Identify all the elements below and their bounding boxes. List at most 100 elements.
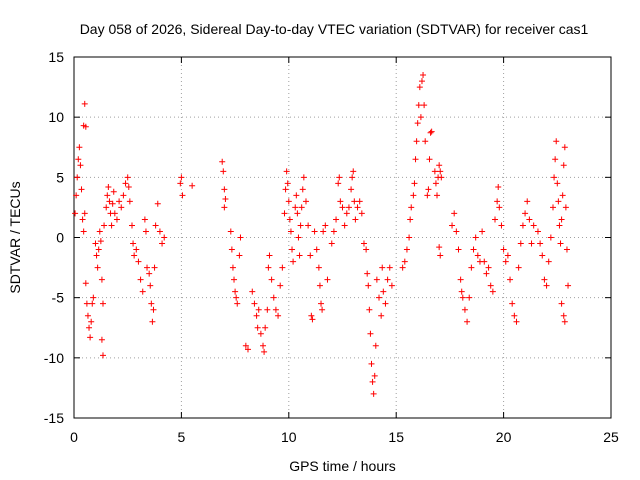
data-point bbox=[364, 270, 371, 277]
x-axis-label: GPS time / hours bbox=[289, 458, 396, 474]
data-point bbox=[89, 300, 96, 307]
data-point bbox=[152, 222, 159, 229]
data-point bbox=[266, 252, 273, 259]
data-point bbox=[106, 198, 113, 205]
data-point bbox=[411, 180, 418, 187]
data-point bbox=[137, 276, 144, 283]
data-point bbox=[315, 264, 322, 271]
data-point bbox=[105, 183, 112, 190]
data-point bbox=[257, 330, 264, 337]
data-point bbox=[543, 282, 550, 289]
data-point bbox=[560, 162, 567, 169]
data-point bbox=[461, 306, 468, 313]
data-point bbox=[498, 222, 505, 229]
data-point bbox=[244, 346, 251, 353]
data-point bbox=[92, 240, 99, 247]
data-point bbox=[428, 128, 435, 135]
data-point bbox=[382, 300, 389, 307]
data-point bbox=[322, 222, 329, 229]
data-points bbox=[72, 72, 572, 397]
data-point bbox=[352, 216, 359, 223]
data-point bbox=[372, 342, 379, 349]
data-point bbox=[95, 246, 102, 253]
data-point bbox=[279, 264, 286, 271]
data-point bbox=[560, 312, 567, 319]
data-point bbox=[459, 294, 466, 301]
data-point bbox=[336, 174, 343, 181]
data-point bbox=[550, 204, 557, 211]
data-point bbox=[76, 144, 83, 151]
data-point bbox=[502, 258, 509, 265]
data-point bbox=[316, 282, 323, 289]
data-point bbox=[125, 183, 132, 190]
data-point bbox=[178, 174, 185, 181]
data-point bbox=[376, 294, 383, 301]
data-point bbox=[410, 192, 417, 199]
data-point bbox=[556, 222, 563, 229]
data-point bbox=[333, 216, 340, 223]
data-point bbox=[562, 204, 569, 211]
data-point bbox=[427, 129, 434, 136]
data-point bbox=[98, 336, 105, 343]
data-point bbox=[255, 306, 262, 313]
data-point bbox=[130, 240, 137, 247]
data-point bbox=[451, 210, 458, 217]
data-point bbox=[97, 238, 104, 245]
data-point bbox=[509, 300, 516, 307]
x-tick-label: 25 bbox=[603, 429, 619, 445]
data-point bbox=[474, 252, 481, 259]
data-point bbox=[434, 192, 441, 199]
data-point bbox=[242, 342, 249, 349]
data-point bbox=[221, 186, 228, 193]
data-point bbox=[487, 282, 494, 289]
data-point bbox=[265, 264, 272, 271]
data-point bbox=[436, 162, 443, 169]
data-point bbox=[94, 264, 101, 271]
data-point bbox=[295, 234, 302, 241]
data-point bbox=[373, 276, 380, 283]
data-point bbox=[77, 162, 84, 169]
data-point bbox=[369, 378, 376, 385]
data-point bbox=[408, 204, 415, 211]
data-point bbox=[466, 294, 473, 301]
data-point bbox=[513, 318, 520, 325]
data-point bbox=[144, 264, 151, 271]
data-point bbox=[453, 228, 460, 235]
data-point bbox=[559, 192, 566, 199]
data-point bbox=[417, 114, 424, 121]
data-point bbox=[161, 234, 168, 241]
data-point bbox=[80, 228, 87, 235]
data-point bbox=[534, 228, 541, 235]
data-point bbox=[553, 138, 560, 145]
data-point bbox=[93, 252, 100, 259]
data-point bbox=[356, 198, 363, 205]
data-point bbox=[339, 204, 346, 211]
data-point bbox=[561, 318, 568, 325]
data-point bbox=[384, 276, 391, 283]
data-point bbox=[147, 282, 154, 289]
data-point bbox=[528, 240, 535, 247]
data-point bbox=[131, 252, 138, 259]
data-point bbox=[232, 288, 239, 295]
data-point bbox=[75, 156, 82, 163]
data-point bbox=[370, 390, 377, 397]
data-point bbox=[237, 234, 244, 241]
data-point bbox=[88, 318, 95, 325]
data-point bbox=[120, 192, 127, 199]
data-point bbox=[547, 234, 554, 241]
data-point bbox=[496, 204, 503, 211]
data-point bbox=[500, 246, 507, 253]
data-point bbox=[284, 180, 291, 187]
data-point bbox=[308, 312, 315, 319]
data-point bbox=[299, 186, 306, 193]
data-point bbox=[378, 312, 385, 319]
data-point bbox=[406, 234, 413, 241]
data-point bbox=[412, 156, 419, 163]
data-point bbox=[472, 234, 479, 241]
data-point bbox=[281, 210, 288, 217]
data-point bbox=[335, 180, 342, 187]
data-point bbox=[495, 183, 502, 190]
data-point bbox=[221, 204, 228, 211]
data-point bbox=[229, 264, 236, 271]
data-point bbox=[302, 198, 309, 205]
